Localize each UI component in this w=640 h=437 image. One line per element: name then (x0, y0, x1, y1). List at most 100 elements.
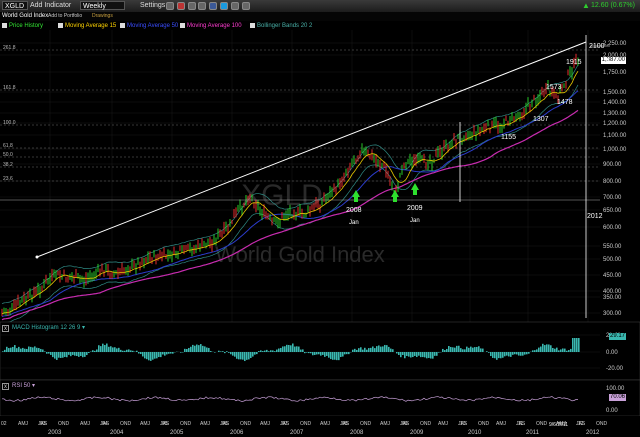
macd-bar (492, 352, 494, 358)
email-icon[interactable] (198, 2, 206, 10)
checkbox-icon[interactable] (250, 22, 255, 28)
macd-bar (404, 352, 406, 359)
facebook-icon[interactable] (209, 2, 217, 10)
macd-bar (414, 352, 416, 357)
macd-bar (228, 352, 230, 353)
legend-label: Moving Average 100 (187, 23, 242, 29)
legend-ma15[interactable]: Moving Average 15 (58, 22, 116, 30)
macd-bar (12, 346, 14, 352)
checkbox-icon[interactable] (120, 22, 125, 28)
macd-bar (116, 348, 118, 352)
macd-bar (40, 348, 42, 352)
macd-bar (438, 352, 440, 353)
drawings-link[interactable]: Drawings (92, 13, 113, 19)
time-axis[interactable]: AMJ JAS OND AMJ JAS OND AMJ JAS OND AMJ JAS OND AMJ J… (0, 416, 640, 437)
macd-bar (508, 352, 510, 357)
camera-icon[interactable] (177, 2, 185, 10)
macd-bar (114, 347, 116, 352)
macd-bar (138, 352, 140, 354)
trendline-anchor[interactable] (35, 255, 39, 259)
add-indicator-button[interactable]: Add Indicator (30, 2, 72, 9)
export-icon[interactable] (188, 2, 196, 10)
up-arrow-icon (352, 190, 360, 202)
macd-bar (36, 347, 38, 352)
macd-bar (366, 349, 368, 352)
macd-bar (240, 352, 242, 360)
year-mark: 07 (282, 421, 288, 427)
macd-label[interactable]: MACD Histogram 12 26 9 ▾ (12, 325, 86, 331)
macd-bar (130, 350, 132, 352)
legend-ma50[interactable]: Moving Average 50 (120, 22, 178, 30)
symbol-input[interactable]: XGLD (2, 1, 28, 10)
macd-bar (48, 352, 50, 354)
checkbox-icon[interactable] (58, 22, 63, 28)
macd-bar (544, 345, 546, 352)
macd-bar (490, 352, 492, 357)
price-axis[interactable]: 2,250.00 2,000.00 1,750.00 1,500.00 1,400.00… (603, 41, 627, 317)
macd-bar (24, 348, 26, 352)
month-label: JAS (220, 421, 230, 427)
macd-bar (144, 352, 146, 359)
macd-bar (272, 350, 274, 352)
macd-bar (476, 346, 478, 352)
month-label: AMJ (80, 421, 91, 427)
macd-bar (112, 347, 114, 352)
link-icon[interactable] (231, 2, 239, 10)
macd-bar (6, 346, 8, 352)
print-icon[interactable] (166, 2, 174, 10)
legend-bollinger[interactable]: Bollinger Bands 20 2 (250, 22, 312, 30)
checkbox-icon[interactable] (2, 22, 7, 28)
macd-bar (16, 348, 18, 352)
macd-bar (304, 352, 306, 354)
macd-bar (562, 348, 564, 352)
macd-bar (108, 346, 110, 352)
twitter-icon[interactable] (220, 2, 228, 10)
settings-button[interactable]: Settings (140, 2, 166, 9)
annotation-jan-2: Jan (410, 218, 420, 224)
trendline-upper[interactable] (36, 41, 587, 258)
watermark-symbol: XGLD (241, 179, 323, 212)
macd-bar (566, 350, 568, 352)
close-macd-icon[interactable]: x (2, 325, 9, 332)
fib-label: 161.8 (3, 85, 16, 91)
macd-bar (266, 349, 268, 352)
year-mark: 10 (460, 421, 466, 427)
price-tick-label: 800.00 (603, 179, 622, 185)
price-tick-label: 1,100.00 (603, 133, 627, 139)
month-label: OND (58, 421, 70, 427)
fullscreen-icon[interactable] (242, 2, 250, 10)
macd-bar (512, 352, 514, 355)
macd-bar (322, 352, 324, 355)
macd-bar (510, 352, 512, 357)
fib-label: 23.6 (3, 176, 13, 182)
add-to-portfolio-link[interactable]: Add to Portfolio (48, 13, 83, 19)
rsi-label[interactable]: RSI 50 ▾ (12, 383, 36, 389)
cursor-date-label: 9/6/2011 (549, 422, 568, 428)
month-label: OND (420, 421, 432, 427)
macd-bar (494, 352, 496, 359)
macd-bar (82, 352, 84, 358)
checkbox-icon[interactable] (180, 22, 185, 28)
macd-bar (380, 346, 382, 352)
macd-bar (186, 349, 188, 352)
macd-bar (382, 346, 384, 352)
close-rsi-icon[interactable]: x (2, 383, 9, 390)
macd-bar (570, 348, 572, 352)
month-label: OND (300, 421, 312, 427)
legend-price-history[interactable]: Price History (2, 22, 43, 30)
price-tick-label: 400.00 (603, 289, 622, 295)
macd-bar (390, 348, 392, 352)
macd-bar (428, 352, 430, 358)
macd-bar (318, 352, 320, 355)
macd-bar (222, 351, 224, 352)
macd-bar (300, 349, 302, 352)
macd-bar (14, 345, 16, 352)
macd-bar (254, 352, 256, 355)
macd-bar (96, 349, 98, 352)
legend-ma100[interactable]: Moving Average 100 (180, 22, 242, 30)
price-tick-label: 1,750.00 (603, 70, 627, 76)
macd-bar (230, 352, 232, 355)
macd-bar (474, 347, 476, 352)
timeframe-select[interactable]: Weekly (80, 1, 125, 10)
